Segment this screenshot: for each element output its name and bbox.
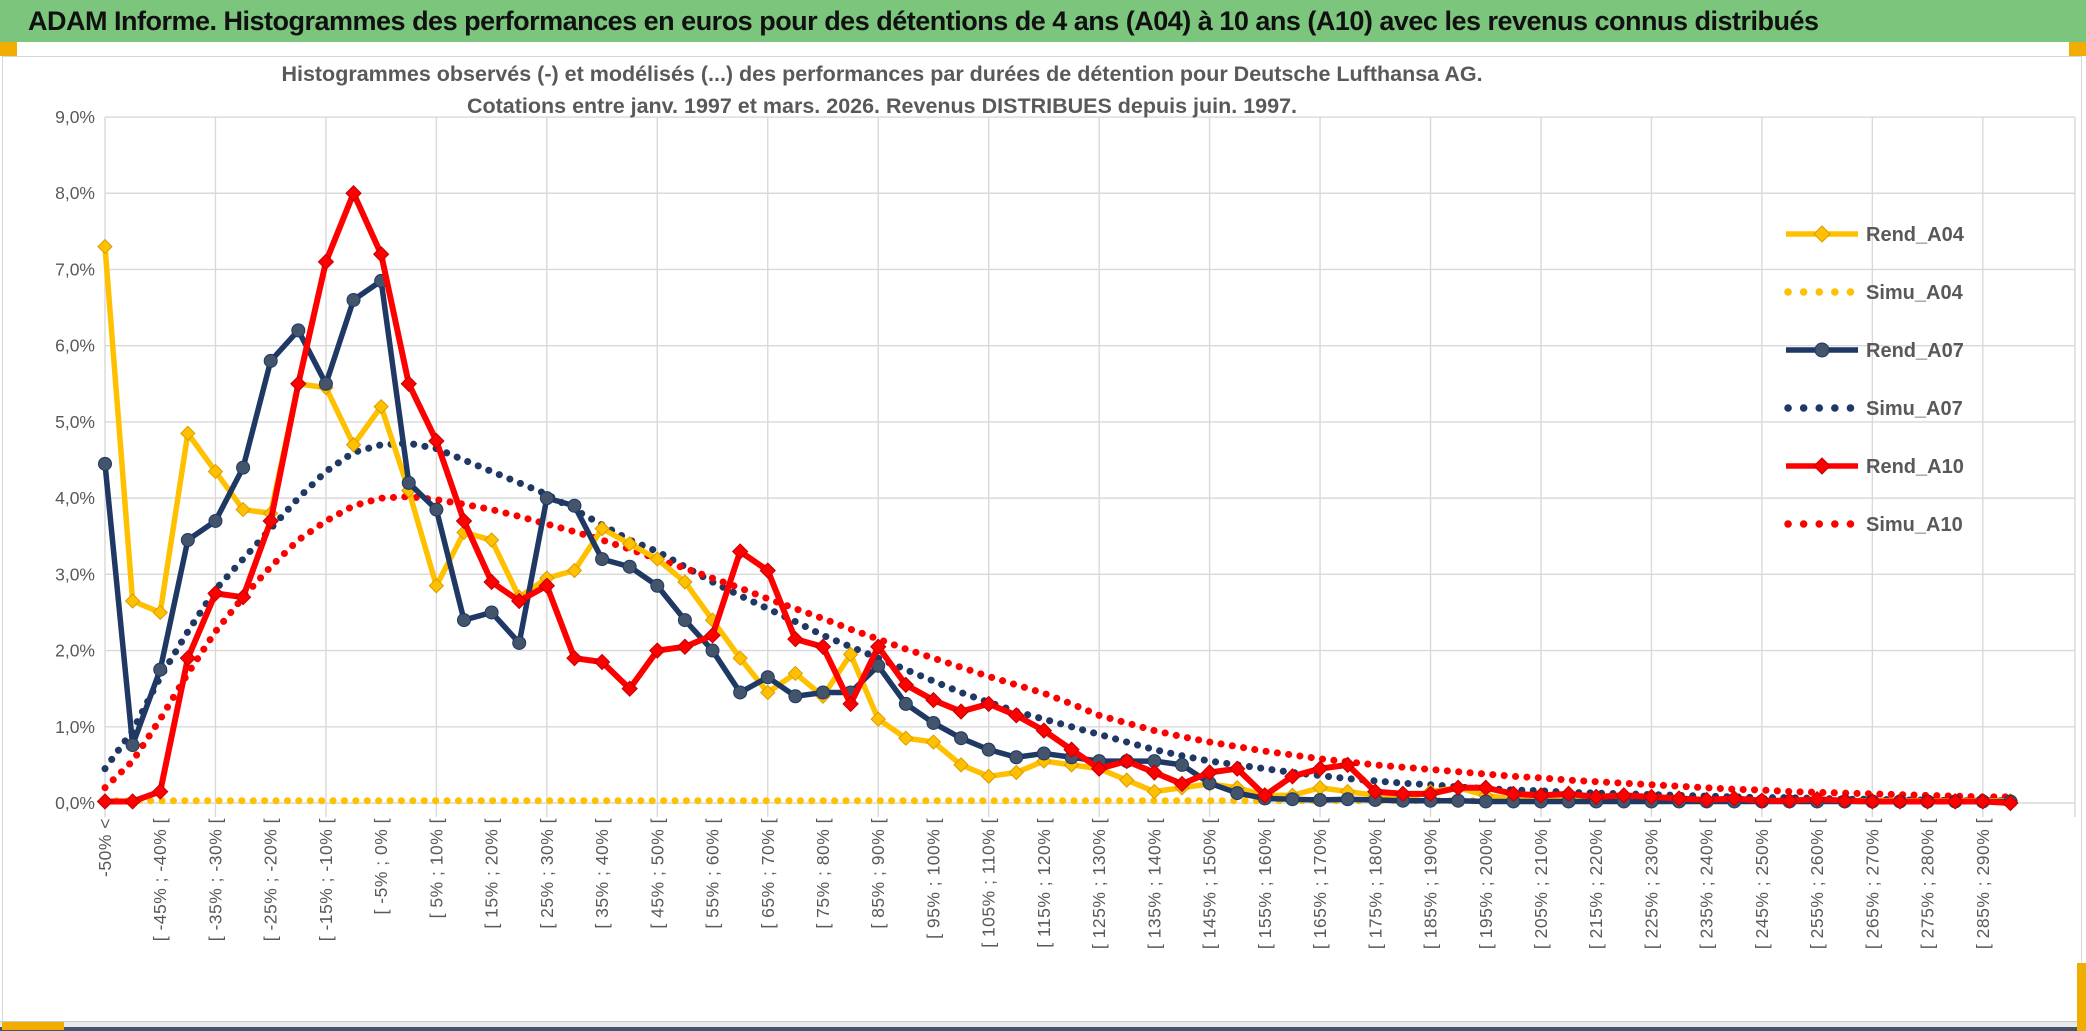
gold-accent-bottom-left (2, 1022, 64, 1030)
y-axis-tick-label: 5,0% (55, 412, 95, 432)
legend-item-Rend_A10[interactable]: Rend_A10 (1786, 456, 1964, 478)
y-axis-tick-label: 6,0% (55, 336, 95, 356)
legend-sample-marker (1815, 343, 1829, 357)
x-axis-tick-label: [ 225% ; 230% [ (1641, 818, 1661, 949)
x-axis-tick-label: -50% < (95, 818, 115, 877)
legend-item-Simu_A07[interactable]: Simu_A07 (1788, 398, 1963, 420)
legend-label: Simu_A10 (1866, 514, 1963, 536)
performance-histogram-chart: 0,0% 1,0% 2,0% 3,0% 4,0% 5,0% 6,0% 7,0% 8,0% 9,0%… (0, 0, 2086, 1031)
legend-label: Simu_A04 (1866, 282, 1964, 304)
x-axis-tick-label: [ 265% ; 270% [ (1862, 818, 1882, 949)
x-axis-tick-label: [ 185% ; 190% [ (1421, 818, 1441, 949)
chart-legend: Rend_A04 Simu_A04 Rend_A07 Simu_A07 Rend_A10… (1786, 224, 1965, 536)
x-axis-tick-label: [ 125% ; 130% [ (1089, 818, 1109, 949)
legend-item-Rend_A07[interactable]: Rend_A07 (1786, 340, 1964, 362)
gold-accent-bottom-right-strip (2077, 963, 2086, 1031)
legend-sample-marker (1814, 458, 1830, 474)
y-axis-tick-label: 2,0% (55, 641, 95, 661)
adam-report-window: ADAM Informe. Histogrammes des performan… (0, 0, 2086, 1031)
x-axis-tick-label: [ 115% ; 120% [ (1034, 818, 1054, 948)
x-axis-tick-label: [ -35% ; -30% [ (205, 818, 225, 941)
legend-label: Rend_A04 (1866, 224, 1965, 246)
legend-label: Simu_A07 (1866, 398, 1963, 420)
x-axis-tick-label: [ 205% ; 210% [ (1531, 818, 1551, 949)
plot-grid: 0,0% 1,0% 2,0% 3,0% 4,0% 5,0% 6,0% 7,0% 8,0% 9,0% (55, 107, 2075, 817)
x-axis-tick-label: [ 235% ; 240% [ (1697, 818, 1717, 949)
x-axis-tick-label: [ 45% ; 50% [ (647, 818, 667, 929)
x-axis-tick-label: [ 15% ; 20% [ (482, 818, 502, 929)
x-axis-tick-label: [ 65% ; 70% [ (758, 818, 778, 929)
x-axis-tick-label: [ 155% ; 160% [ (1255, 818, 1275, 949)
y-axis-tick-label: 3,0% (55, 564, 95, 584)
series-line-Simu_A10 (105, 497, 2010, 797)
x-axis-tick-label: [ 175% ; 180% [ (1365, 818, 1385, 949)
x-axis-tick-label: [ 275% ; 280% [ (1918, 818, 1938, 949)
x-axis-tick-label: [ 95% ; 100% [ (923, 818, 943, 939)
legend-item-Rend_A04[interactable]: Rend_A04 (1786, 224, 1965, 246)
x-axis-labels: -50% < [ -45% ; -40% [ [ -35% ; -30% [ [ -2… (95, 818, 1993, 949)
x-axis-tick-label: [ 255% ; 260% [ (1807, 818, 1827, 949)
y-axis-tick-label: 8,0% (55, 183, 95, 203)
y-axis-tick-label: 4,0% (55, 488, 95, 508)
y-axis-tick-label: 0,0% (55, 793, 95, 813)
legend-sample-marker (1814, 226, 1830, 242)
y-axis-tick-label: 7,0% (55, 259, 95, 279)
y-axis-tick-label: 9,0% (55, 107, 95, 127)
legend-item-Simu_A10[interactable]: Simu_A10 (1788, 514, 1963, 536)
x-axis-tick-label: [ 75% ; 80% [ (813, 818, 833, 929)
series-markers-Rend_A07 (99, 274, 2017, 808)
x-axis-tick-label: [ -45% ; -40% [ (150, 818, 170, 941)
x-axis-tick-label: [ -25% ; -20% [ (261, 818, 281, 941)
legend-label: Rend_A07 (1866, 340, 1964, 362)
series-line-Rend_A04 (105, 247, 2010, 801)
bottom-dark-strip (0, 1027, 2086, 1031)
x-axis-tick-label: [ 135% ; 140% [ (1144, 818, 1164, 949)
x-axis-tick-label: [ 245% ; 250% [ (1752, 818, 1772, 949)
y-axis-tick-label: 1,0% (55, 717, 95, 737)
x-axis-tick-label: [ -5% ; 0% [ (371, 818, 391, 914)
legend-label: Rend_A10 (1866, 456, 1964, 478)
x-axis-tick-label: [ 35% ; 40% [ (592, 818, 612, 929)
chart-title-line2: Cotations entre janv. 1997 et mars. 2026… (467, 94, 1297, 118)
x-axis-tick-label: [ -15% ; -10% [ (316, 818, 336, 941)
chart-title-line1: Histogrammes observés (-) et modélisés (… (281, 62, 1482, 86)
x-axis-tick-label: [ 145% ; 150% [ (1200, 818, 1220, 949)
x-axis-tick-label: [ 215% ; 220% [ (1586, 818, 1606, 949)
x-axis-tick-label: [ 55% ; 60% [ (703, 818, 723, 929)
legend-item-Simu_A04[interactable]: Simu_A04 (1788, 282, 1964, 304)
x-axis-tick-label: [ 85% ; 90% [ (868, 818, 888, 929)
x-axis-tick-label: [ 25% ; 30% [ (537, 818, 557, 929)
x-axis-tick-label: [ 195% ; 200% [ (1476, 818, 1496, 949)
x-axis-tick-label: [ 105% ; 110% [ (979, 818, 999, 948)
x-axis-tick-label: [ 5% ; 10% [ (426, 818, 446, 918)
x-axis-tick-label: [ 285% ; 290% [ (1973, 818, 1993, 949)
x-axis-tick-label: [ 165% ; 170% [ (1310, 818, 1330, 949)
